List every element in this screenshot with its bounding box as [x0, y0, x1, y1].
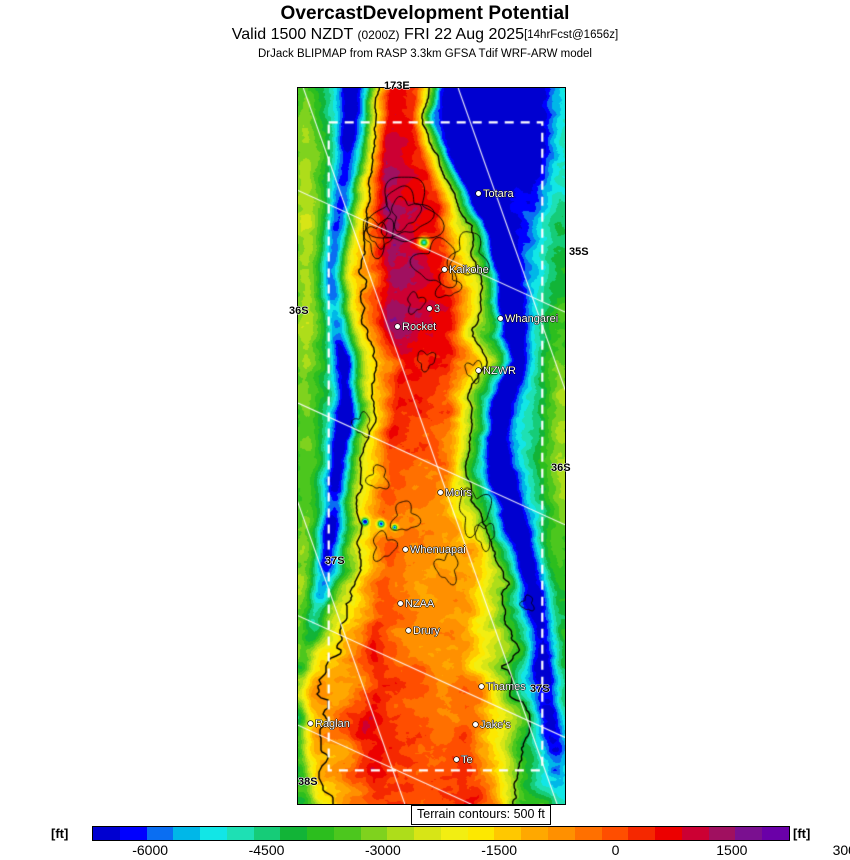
colorbar-swatch — [387, 827, 415, 840]
map-site-marker[interactable] — [476, 191, 481, 196]
map-site-marker[interactable] — [498, 316, 503, 321]
colorbar-swatch — [655, 827, 682, 840]
map-site-marker[interactable] — [427, 306, 432, 311]
terrain-contours-label: Terrain contours: 500 ft — [417, 807, 545, 821]
chart-header: OvercastDevelopment Potential Valid 1500… — [0, 0, 850, 61]
colorbar-unit-right: [ft] — [793, 826, 811, 841]
colorbar-swatch — [280, 827, 308, 840]
colorbar-swatch — [467, 827, 495, 840]
colorbar-swatch — [360, 827, 388, 840]
colorbar-unit-left: [ft] — [51, 826, 69, 841]
colorbar-swatch — [146, 827, 174, 840]
model-description: DrJack BLIPMAP from RASP 3.3km GFSA Tdif… — [257, 48, 592, 60]
map-site-marker[interactable] — [308, 721, 313, 726]
colorbar-swatch — [119, 827, 147, 840]
colorbar-tick: 1500 — [716, 842, 748, 858]
colorbar-swatch — [735, 827, 763, 840]
colorbar-swatches — [92, 826, 790, 841]
valid-date: FRI 22 Aug 2025 — [403, 26, 525, 43]
colorbar-tick: -6000 — [132, 842, 169, 858]
colorbar-swatch — [762, 827, 789, 840]
colorbar-swatch — [681, 827, 709, 840]
valid-utc: (0200Z) — [357, 28, 400, 42]
colorbar-swatch — [226, 827, 254, 840]
colorbar-swatch — [601, 827, 629, 840]
colorbar-swatch — [93, 827, 120, 840]
map-site-marker[interactable] — [479, 684, 484, 689]
map-site-marker[interactable] — [454, 757, 459, 762]
map-graticule-label: 37S — [530, 683, 550, 695]
map-graticule-label: 173E — [384, 80, 410, 92]
page-title: OvercastDevelopment Potential — [280, 3, 570, 24]
colorbar-tick: 0 — [611, 842, 620, 858]
colorbar-tick-labels: -6000 -4500 -3000 -1500 0 1500 3000 — [92, 842, 850, 860]
colorbar-swatch — [333, 827, 361, 840]
map-graticule-label: 35S — [569, 246, 589, 258]
colorbar-tick: -3000 — [364, 842, 401, 858]
terrain-contours-note: Terrain contours: 500 ft — [411, 805, 551, 825]
map-site-marker[interactable] — [473, 722, 478, 727]
colorbar-legend: [ft] [ft] -6000 -4500 -3000 -1500 0 1500 3000 — [0, 826, 850, 860]
map-site-marker[interactable] — [476, 368, 481, 373]
colorbar-swatch — [173, 827, 201, 840]
colorbar-tick: -1500 — [481, 842, 518, 858]
forecast-tag: [14hrFcst@1656z] — [524, 29, 619, 41]
overcast-development-heatmap — [298, 88, 565, 804]
map-site-marker[interactable] — [438, 490, 443, 495]
colorbar-swatch — [440, 827, 468, 840]
colorbar-swatch — [253, 827, 281, 840]
map-graticule-label: 38S — [298, 776, 318, 788]
colorbar-swatch — [494, 827, 522, 840]
forecast-map[interactable]: Totara Kaikohe 3 Rocket Whangarei NZWR Moirs Wh… — [297, 87, 566, 805]
colorbar-swatch — [521, 827, 549, 840]
map-site-marker[interactable] — [395, 324, 400, 329]
map-site-marker[interactable] — [398, 601, 403, 606]
map-site-marker[interactable] — [442, 267, 447, 272]
colorbar-tick: -4500 — [248, 842, 285, 858]
colorbar-swatch — [200, 827, 227, 840]
map-graticule-label: 36S — [551, 462, 571, 474]
valid-prefix: Valid 1500 NZDT — [231, 26, 354, 43]
colorbar-swatch — [548, 827, 575, 840]
map-graticule-label: 37S — [325, 555, 345, 567]
valid-time-line: Valid 1500 NZDT (0200Z) FRI 22 Aug 2025[… — [0, 25, 850, 45]
colorbar-swatch — [414, 827, 441, 840]
colorbar-swatch — [628, 827, 656, 840]
map-site-marker[interactable] — [403, 547, 408, 552]
map-graticule-label: 36S — [289, 305, 309, 317]
colorbar-swatch — [307, 827, 334, 840]
colorbar-swatch — [574, 827, 602, 840]
colorbar-tick: 3000 — [832, 842, 850, 858]
map-site-marker[interactable] — [406, 628, 411, 633]
colorbar-swatch — [708, 827, 736, 840]
